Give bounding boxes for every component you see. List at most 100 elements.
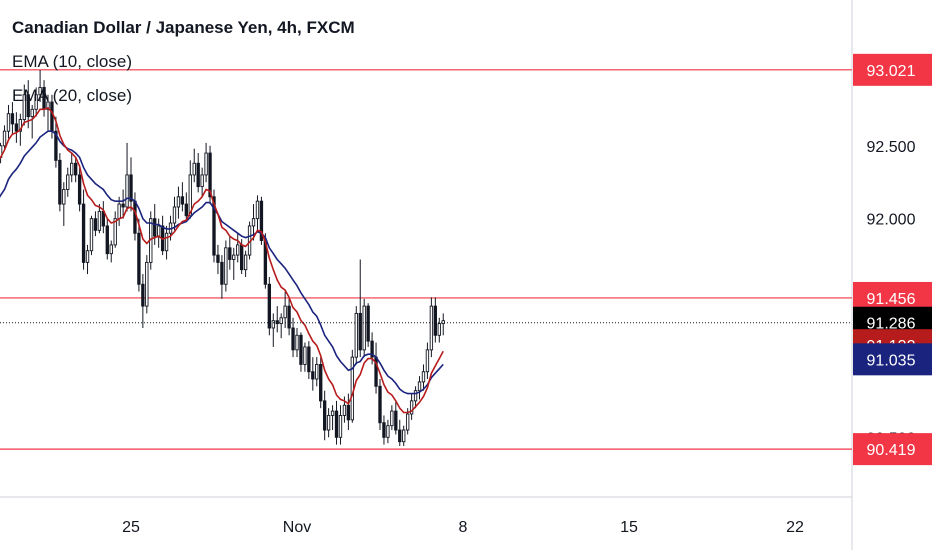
candle-body	[188, 174, 192, 217]
candle-body	[141, 283, 145, 307]
candle	[22, 84, 26, 126]
candle-body	[315, 363, 319, 380]
candle	[382, 415, 386, 445]
candle	[315, 357, 319, 387]
candle-body	[180, 196, 185, 205]
candle	[30, 104, 34, 139]
candle	[2, 125, 7, 149]
candle	[319, 357, 323, 409]
candle-body	[287, 305, 291, 329]
level-badge-1-text: 91.456	[867, 291, 916, 308]
candle-body	[121, 203, 125, 208]
candle-body	[382, 422, 386, 438]
candle	[70, 153, 74, 183]
candle-body	[390, 410, 394, 427]
candle	[330, 405, 335, 431]
candle	[77, 167, 82, 212]
candle-body	[299, 334, 303, 365]
candle-body	[346, 404, 351, 421]
candle-body	[34, 94, 38, 110]
candle	[279, 313, 283, 339]
candle-body	[77, 174, 82, 205]
candle-body	[70, 162, 74, 176]
candle-body	[156, 225, 161, 237]
candle	[192, 148, 196, 183]
candle	[14, 112, 19, 143]
candle-body	[172, 206, 177, 224]
candle-body	[42, 87, 46, 110]
candle-body	[18, 119, 23, 132]
candle-body	[14, 123, 19, 132]
candle	[311, 357, 315, 391]
time-axis[interactable]: 25 Nov 8 15 22	[122, 519, 804, 536]
candle	[54, 116, 58, 168]
candle-body	[113, 218, 117, 246]
candle-body	[322, 400, 327, 431]
candle	[121, 189, 125, 219]
candle-body	[271, 320, 275, 329]
candle	[232, 247, 236, 280]
candle	[386, 419, 390, 444]
candle	[390, 405, 394, 431]
candle-body	[366, 305, 370, 342]
candle-body	[93, 218, 98, 231]
candle	[287, 298, 291, 336]
candle-body	[398, 429, 402, 443]
candle	[220, 255, 224, 299]
candle	[441, 313, 445, 336]
price-tick-label: 92.500	[867, 139, 916, 156]
candle-body	[386, 425, 390, 438]
candle	[42, 80, 46, 117]
candle-body	[334, 410, 339, 438]
candle-body	[216, 254, 220, 263]
candle	[172, 196, 177, 231]
level-badge-0-bg	[853, 53, 932, 86]
candle-body	[30, 108, 34, 118]
candle-body	[192, 162, 196, 176]
candle-body	[243, 254, 248, 271]
candle-body	[370, 340, 374, 358]
candle-body	[267, 283, 272, 329]
candle-body	[417, 381, 422, 392]
candle	[421, 364, 426, 391]
candle-body	[58, 159, 62, 205]
candle	[216, 244, 220, 275]
candle	[145, 255, 149, 314]
candle-body	[326, 415, 331, 431]
candle-body	[425, 349, 430, 373]
candle	[141, 274, 145, 328]
candle	[417, 376, 422, 400]
candle-body	[89, 218, 94, 252]
candle-body	[145, 261, 149, 307]
candle-body	[330, 410, 335, 416]
candle-body	[184, 203, 189, 217]
candle-body	[303, 346, 307, 365]
candle	[85, 244, 90, 275]
candle-body	[319, 363, 323, 402]
candle	[299, 332, 303, 372]
candle	[208, 145, 212, 205]
candle	[374, 342, 378, 394]
candle-body	[73, 162, 78, 176]
candle	[6, 104, 11, 139]
candle	[81, 189, 86, 270]
candle	[204, 142, 208, 183]
candle	[62, 182, 66, 226]
level-badge-0-text: 93.021	[867, 63, 916, 80]
candle-body	[437, 323, 441, 336]
grid-lines	[0, 0, 853, 550]
candle-body	[66, 174, 70, 190]
candle-body	[164, 232, 169, 252]
time-tick-label: Nov	[283, 519, 311, 536]
level-badge-2-bg	[853, 433, 932, 466]
candle	[437, 317, 441, 343]
level-badge-2-text: 90.419	[867, 442, 916, 459]
candle-body	[105, 225, 109, 255]
candle-body	[200, 174, 204, 188]
candle-body	[251, 218, 256, 227]
candle-body	[220, 261, 224, 285]
candle	[113, 211, 117, 248]
candle-body	[133, 200, 137, 234]
candle	[196, 153, 200, 193]
